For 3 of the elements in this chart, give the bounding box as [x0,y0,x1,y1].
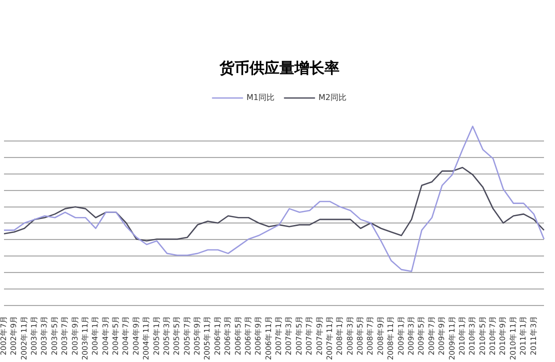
legend-label: M2同比 [318,93,346,102]
chart-title: 货币供应量增长率 [218,58,340,77]
legend-label: M1同比 [246,93,275,102]
